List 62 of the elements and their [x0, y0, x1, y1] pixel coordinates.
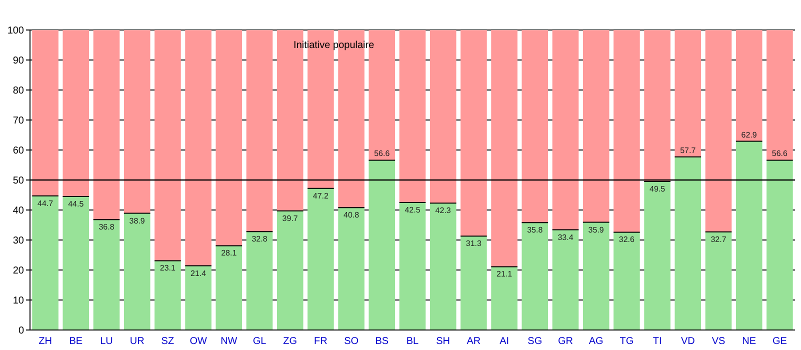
x-tick-label: BS [375, 336, 389, 347]
x-tick-label: GL [252, 336, 267, 347]
data-label: 31.3 [466, 239, 482, 248]
x-tick-label: SG [528, 336, 542, 347]
y-tick-label: 70 [12, 116, 24, 126]
data-label: 40.8 [344, 210, 360, 220]
y-tick-label: 100 [7, 26, 24, 36]
data-label: 42.5 [404, 206, 421, 214]
y-tick-label: 60 [12, 146, 24, 156]
x-tick-label: NE [742, 336, 756, 347]
x-tick-label: TI [652, 336, 662, 347]
x-tick-label: UR [130, 336, 144, 347]
x-tick-label: VS [712, 336, 726, 347]
x-tick-label: GR [558, 336, 573, 347]
text: Initiative populaire [294, 40, 375, 51]
y-tick-label: 90 [12, 56, 24, 66]
data-label: 39.7 [282, 214, 298, 223]
x-tick-label: TG [620, 336, 634, 347]
y-tick-label: 0 [18, 326, 24, 336]
x-tick-label: FR [314, 336, 328, 347]
y-tick-label: 50 [12, 176, 24, 186]
x-tick-label: NW [220, 336, 238, 347]
x-tick-label: SO [344, 336, 359, 347]
data-label: 36.8 [98, 222, 115, 232]
data-label: 44.7 [38, 198, 54, 208]
data-label: 32.8 [252, 234, 268, 244]
x-tick-label: AI [500, 336, 510, 347]
x-tick-label: SZ [161, 336, 174, 347]
data-label: 56.6 [772, 149, 788, 158]
x-tick-label: AR [466, 336, 481, 347]
data-label: 49.5 [650, 184, 666, 194]
data-label: 62.9 [741, 130, 758, 140]
data-label: 28.1 [221, 248, 238, 258]
x-tick-label: VD [680, 336, 695, 347]
data-label: 21.1 [496, 270, 513, 279]
y-tick-label: 20 [12, 266, 24, 276]
y-tick-label: 40 [12, 206, 24, 216]
x-tick-label: GE [772, 336, 788, 347]
data-label: 32.7 [710, 234, 727, 244]
data-label: 47.2 [312, 191, 330, 200]
data-label: 44.5 [68, 200, 84, 208]
x-tick-label: BE [69, 336, 83, 347]
x-tick-label: ZH [38, 336, 52, 347]
x-tick-label: AG [588, 336, 604, 347]
data-label: 56.6 [374, 149, 390, 158]
x-tick-label: BL [406, 336, 420, 347]
x-tick-label: ZG [283, 336, 298, 347]
data-label: 33.4 [558, 232, 574, 242]
y-tick-label: 10 [12, 296, 24, 306]
x-tick-label: OW [190, 336, 208, 347]
y-tick-label: 80 [12, 86, 24, 96]
x-tick-label: SH [436, 336, 450, 347]
data-label: 42.3 [435, 206, 452, 216]
data-label: 21.4 [190, 268, 207, 278]
data-label: 23.1 [160, 264, 176, 273]
data-label: 35.8 [527, 226, 544, 235]
data-label: 35.9 [588, 225, 604, 234]
y-tick-label: 30 [12, 236, 24, 246]
data-label: 57.7 [680, 146, 696, 155]
data-label: 38.9 [129, 216, 146, 226]
x-tick-label: LU [100, 336, 113, 347]
data-label: 32.6 [618, 235, 636, 244]
